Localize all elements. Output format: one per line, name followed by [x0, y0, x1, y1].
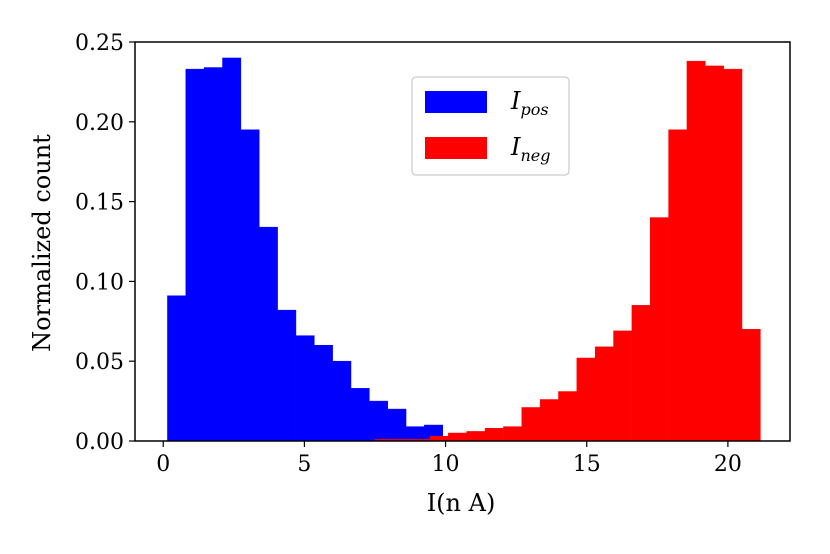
- bar-I_neg-15: [649, 217, 669, 442]
- y-tick-label: 0.20: [75, 111, 124, 136]
- bar-I_neg-14: [631, 305, 651, 442]
- x-tick-label: 20: [714, 452, 742, 477]
- legend-label-pos: Ipos: [510, 87, 549, 119]
- bar-I_pos-13: [405, 426, 425, 442]
- bar-I_pos-1: [185, 68, 205, 442]
- bar-I_neg-8: [521, 407, 541, 442]
- x-tick-label: 0: [156, 452, 170, 477]
- bar-I_neg-16: [668, 129, 688, 442]
- bar-I_neg-4: [448, 432, 467, 442]
- y-tick-label: 0.25: [75, 31, 124, 56]
- bar-I_pos-6: [277, 309, 297, 442]
- bar-I_neg-11: [576, 357, 596, 442]
- bar-I_neg-7: [503, 426, 523, 442]
- plot-frame: [134, 41, 791, 442]
- bar-I_pos-8: [314, 344, 333, 442]
- legend-label-neg: Ineg: [510, 133, 551, 165]
- bar-I_pos-7: [295, 335, 315, 442]
- legend-swatch-neg: [425, 137, 487, 159]
- x-tick-label: 5: [297, 452, 311, 477]
- y-axis-label: Normalized count: [28, 134, 56, 352]
- x-tick-label: 10: [432, 452, 460, 477]
- axes-layer: 0 5 10 15 20 0.00 0.05 0.10 0.15 0.20 0.25: [75, 31, 791, 477]
- y-tick-label: 0.05: [75, 350, 124, 375]
- y-tick-label: 0.00: [75, 430, 124, 455]
- bar-I_neg-19: [723, 68, 743, 442]
- x-tick-label: 15: [573, 452, 601, 477]
- bar-I_neg-12: [594, 346, 614, 442]
- bar-I_pos-3: [222, 57, 242, 442]
- y-tick-label: 0.10: [75, 270, 124, 295]
- bar-I_pos-10: [350, 388, 370, 442]
- bar-I_pos-4: [240, 129, 260, 442]
- legend: Ipos Ineg: [411, 76, 570, 176]
- x-axis-label: I(n A): [427, 489, 496, 517]
- bar-I_neg-6: [484, 427, 504, 442]
- bar-I_neg-9: [539, 399, 559, 442]
- legend-swatch-pos: [425, 91, 487, 113]
- bar-I_neg-5: [466, 431, 486, 442]
- bar-I_pos-9: [332, 360, 352, 442]
- bar-I_pos-0: [167, 295, 187, 442]
- bar-I_pos-11: [369, 400, 388, 442]
- bars-layer: [167, 57, 761, 442]
- bar-I_neg-13: [613, 330, 633, 442]
- bar-I_pos-2: [203, 67, 223, 442]
- bar-I_neg-17: [686, 60, 706, 442]
- bar-I_pos-5: [258, 226, 278, 442]
- bar-I_pos-12: [387, 408, 407, 442]
- bar-I_neg-18: [705, 65, 724, 442]
- bar-I_neg-20: [741, 329, 761, 442]
- bar-I_neg-10: [558, 391, 578, 442]
- y-tick-label: 0.15: [75, 191, 124, 216]
